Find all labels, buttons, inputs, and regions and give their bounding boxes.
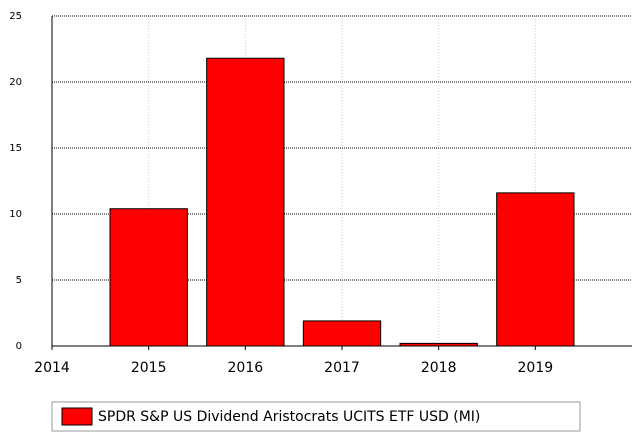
x-tick-label: 2019 (518, 360, 554, 376)
legend-label: SPDR S&P US Dividend Aristocrats UCITS E… (98, 409, 480, 425)
x-tick-label: 2016 (228, 360, 264, 376)
x-tick-label: 2018 (421, 360, 457, 376)
y-tick-label: 20 (9, 77, 22, 88)
x-tick-label: 2014 (34, 360, 70, 376)
bar (109, 208, 188, 347)
y-tick-label: 0 (16, 341, 22, 352)
y-tick-label: 25 (9, 11, 22, 22)
legend-box (51, 401, 581, 432)
legend-swatch (61, 407, 93, 426)
x-tick-label: 2015 (131, 360, 167, 376)
bar (302, 320, 382, 347)
bar (206, 57, 285, 347)
y-tick-label: 15 (9, 143, 22, 154)
bar (496, 192, 575, 347)
y-tick-label: 10 (9, 209, 22, 220)
y-tick-label: 5 (16, 275, 22, 286)
x-tick-label: 2017 (324, 360, 360, 376)
